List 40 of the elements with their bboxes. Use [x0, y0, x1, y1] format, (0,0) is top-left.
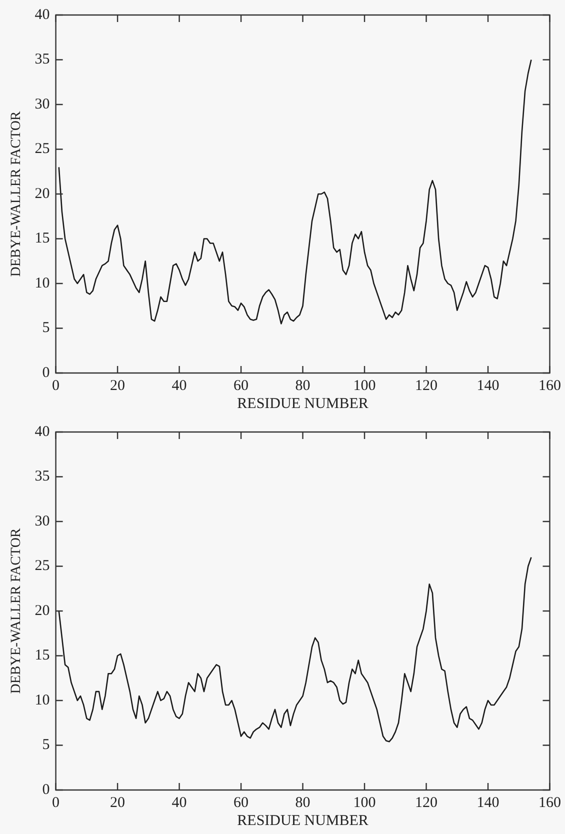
x-tick-label: 140 [476, 378, 500, 394]
x-axis-title: RESIDUE NUMBER [237, 812, 368, 829]
y-tick-label: 25 [34, 558, 50, 574]
x-tick-label: 100 [353, 794, 376, 811]
x-tick-label: 60 [234, 794, 249, 811]
y-tick-label: 5 [42, 320, 50, 336]
y-tick-label: 30 [34, 513, 50, 530]
x-tick-label: 80 [295, 794, 310, 811]
y-tick-label: 15 [34, 648, 50, 664]
y-tick-label: 35 [34, 468, 50, 485]
x-tick-label: 20 [110, 378, 126, 394]
y-tick-label: 40 [34, 6, 50, 23]
y-tick-label: 10 [34, 692, 50, 708]
x-tick-label: 20 [110, 794, 126, 811]
x-tick-label: 0 [52, 378, 60, 394]
x-tick-label: 40 [172, 794, 187, 811]
y-tick-label: 15 [34, 230, 50, 247]
y-tick-label: 20 [34, 602, 50, 619]
y-tick-label: 35 [34, 52, 50, 68]
x-tick-label: 100 [353, 378, 376, 394]
x-tick-label: 120 [415, 794, 438, 811]
x-axis-title: RESIDUE NUMBER [237, 396, 368, 412]
x-tick-label: 60 [234, 378, 249, 394]
y-tick-label: 25 [34, 141, 50, 158]
y-axis-title: DEBYE-WALLER FACTOR [9, 110, 24, 277]
x-tick-label: 80 [295, 378, 310, 394]
x-tick-label: 160 [538, 794, 561, 811]
y-tick-label: 0 [42, 364, 50, 381]
y-tick-label: 40 [34, 424, 50, 440]
x-tick-label: 160 [538, 378, 561, 394]
y-tick-label: 10 [34, 275, 50, 292]
y-tick-label: 0 [42, 782, 50, 798]
y-tick-label: 20 [34, 186, 50, 202]
x-tick-label: 0 [52, 794, 60, 811]
x-tick-label: 40 [172, 378, 187, 394]
y-tick-label: 5 [42, 737, 50, 754]
x-tick-label: 140 [476, 794, 500, 811]
x-tick-label: 120 [415, 378, 438, 394]
y-axis-title: DEBYE-WALLER FACTOR [9, 528, 24, 694]
y-tick-label: 30 [34, 96, 50, 112]
